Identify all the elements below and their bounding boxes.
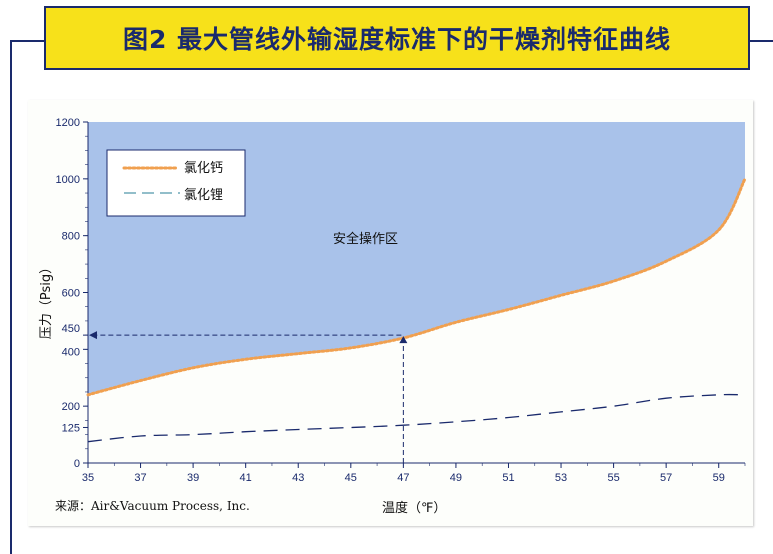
y-tick-label: 125: [62, 422, 80, 434]
safe-region-label: 安全操作区: [333, 231, 398, 247]
legend-box: [106, 149, 246, 217]
safe-region-fill: [88, 122, 745, 395]
series-line-calcium-chloride: [86, 177, 747, 397]
x-tick-label: 35: [82, 472, 94, 484]
y-tick-label: 1000: [56, 174, 80, 186]
x-tick-label: 39: [187, 472, 199, 484]
y-tick-label: 0: [74, 458, 80, 470]
series-line-lithium-chloride: [87, 393, 743, 443]
x-tick-label: 57: [660, 472, 672, 484]
x-tick-label: 59: [713, 472, 725, 484]
y-tick-label: 450: [62, 323, 80, 335]
y-tick-label: 800: [62, 231, 80, 243]
y-axis-label: 压力（Psig）: [39, 261, 54, 339]
x-axis-label: 温度（℉）: [382, 500, 446, 516]
x-tick-label: 37: [134, 472, 146, 484]
source-note: 来源：Air&Vacuum Process, Inc.: [55, 499, 250, 513]
y-tick-label: 400: [62, 346, 80, 358]
chart-title: 图2 最大管线外输湿度标准下的干燥剂特征曲线: [122, 25, 672, 54]
x-tick-label: 45: [345, 472, 357, 484]
legend-label-calcium-chloride: 氯化钙: [184, 161, 223, 176]
annotation-arrow-up: [399, 336, 408, 344]
x-tick-label: 51: [502, 472, 514, 484]
x-tick-label: 49: [450, 472, 462, 484]
annotation-arrow-left: [89, 331, 97, 340]
frame-line: [750, 40, 773, 42]
title-banner: 图2 最大管线外输湿度标准下的干燥剂特征曲线: [44, 6, 750, 70]
x-tick-label: 53: [555, 472, 567, 484]
frame-line: [10, 40, 12, 554]
x-tick-label: 43: [292, 472, 304, 484]
x-tick-label: 47: [397, 472, 409, 484]
y-tick-label: 1200: [56, 117, 80, 129]
y-tick-label: 600: [62, 288, 80, 300]
legend-label-lithium-chloride: 氯化锂: [184, 188, 223, 203]
x-tick-label: 41: [240, 472, 252, 484]
x-tick-label: 55: [607, 472, 619, 484]
frame-line: [10, 40, 46, 42]
y-tick-label: 200: [62, 401, 80, 413]
